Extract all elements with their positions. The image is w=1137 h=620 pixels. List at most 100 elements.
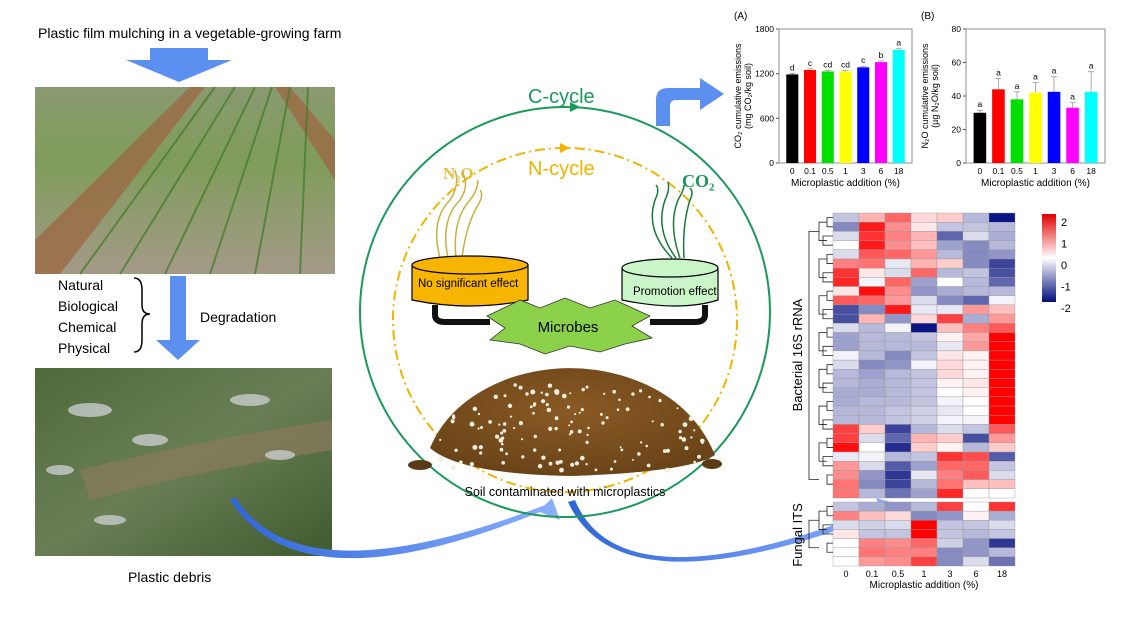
heatmap-cell — [910, 479, 938, 490]
microplastic-particle — [532, 411, 535, 415]
heatmap-cell — [832, 350, 860, 361]
microplastic-particle — [693, 429, 696, 432]
microplastic-particle — [509, 415, 513, 418]
heatmap-cell — [962, 415, 990, 425]
heatmap-cell — [858, 461, 886, 471]
heatmap-cell — [832, 258, 860, 269]
microplastic-particle — [502, 429, 507, 433]
plastic-debris-caption: Plastic debris — [128, 569, 211, 585]
heatmap-cell — [962, 488, 990, 499]
x-tick-label: 18 — [997, 569, 1007, 579]
microplastic-particle — [566, 405, 571, 409]
heatmap-cell — [910, 313, 938, 324]
microplastic-particle — [548, 461, 553, 466]
bacterial-group-label: Bacterial 16S rRNA — [790, 298, 805, 411]
heatmap-cell — [988, 313, 1016, 324]
heatmap-cell — [832, 405, 860, 416]
n-cycle-arrow-icon — [560, 143, 570, 153]
dendrogram-branch — [818, 442, 827, 462]
heatmap-cell — [884, 433, 912, 444]
microplastic-particle — [501, 461, 506, 465]
heatmap-cell — [910, 433, 938, 444]
heatmap-cell — [936, 470, 964, 480]
microplastic-particle — [570, 462, 575, 467]
heatmap-cell — [832, 240, 860, 250]
microplastic-particle — [637, 452, 641, 456]
microplastic-particle — [525, 392, 529, 396]
heatmap-cell — [884, 556, 912, 567]
microplastic-particle — [458, 460, 463, 465]
microplastic-particle — [505, 452, 508, 456]
y-tick-label: 1200 — [755, 69, 774, 79]
x-tick-label: 1 — [843, 166, 848, 176]
heatmap-cell — [936, 286, 964, 296]
x-tick-label: 1 — [1033, 166, 1038, 176]
heatmap-cell — [832, 529, 860, 539]
heatmap-cell — [858, 442, 886, 453]
heatmap-cell — [858, 231, 886, 241]
heatmap-cell — [884, 520, 912, 530]
heatmap-cell — [884, 332, 912, 342]
heatmap-cell — [962, 323, 990, 333]
microplastic-particle — [666, 448, 670, 453]
microplastic-particle — [601, 421, 605, 425]
heatmap-cell — [858, 313, 886, 324]
microplastic-particle — [559, 467, 564, 473]
heatmap-cell — [884, 415, 912, 425]
heatmap-cell — [910, 304, 938, 315]
curved-arrow-icon — [230, 497, 560, 559]
heatmap-cell — [936, 501, 964, 512]
microplastic-particle — [651, 420, 654, 423]
heatmap-cell — [988, 332, 1016, 342]
heatmap-cell — [858, 369, 886, 379]
c-cycle-circle — [359, 106, 771, 518]
heatmap-cell — [858, 501, 886, 512]
heatmap-cell — [936, 313, 964, 324]
heatmap-cell — [962, 387, 990, 398]
microplastic-particle — [577, 429, 582, 434]
x-tick-label: 6 — [1070, 166, 1075, 176]
x-axis-label: Microplastic addition (%) — [981, 178, 1090, 189]
microplastic-particle — [521, 438, 524, 441]
heatmap-cell — [858, 332, 886, 342]
bar — [1010, 99, 1024, 163]
heatmap-cell — [858, 470, 886, 480]
microplastic-particle — [518, 385, 523, 390]
significance-letter: a — [1089, 61, 1094, 71]
heatmap-cell — [936, 451, 964, 462]
heatmap-cell — [884, 488, 912, 499]
microplastic-particle — [499, 447, 504, 452]
heatmap-cell — [936, 378, 964, 388]
heatmap-cell — [936, 387, 964, 398]
microplastic-particle — [537, 464, 543, 469]
microplastic-particle — [660, 423, 664, 427]
microplastic-particle — [594, 468, 598, 472]
microplastic-particle — [533, 448, 537, 452]
heatmap-cell — [858, 304, 886, 315]
heatmap-cell — [962, 369, 990, 379]
heatmap-cell — [858, 479, 886, 490]
c-cycle-label: C-cycle — [528, 86, 595, 108]
microplastic-particle — [454, 448, 458, 452]
heatmap-cell — [988, 350, 1016, 361]
heatmap-cell — [858, 286, 886, 296]
heatmap-cell — [858, 396, 886, 407]
co2-fumes-icon — [651, 181, 693, 259]
panel-label: (A) — [734, 11, 747, 22]
heatmap-cell — [910, 341, 938, 352]
x-tick-label: 0.5 — [892, 569, 905, 579]
heatmap-cell — [962, 212, 990, 223]
heatmap-cell — [988, 424, 1016, 434]
heatmap-cell — [832, 359, 860, 370]
bar — [892, 49, 905, 163]
microplastic-particle — [488, 420, 492, 424]
microplastic-particle — [495, 434, 500, 439]
heatmap-cell — [858, 221, 886, 232]
microplastic-particle — [569, 430, 574, 434]
heatmap-cell — [884, 396, 912, 407]
microbes-label: Microbes — [538, 319, 599, 336]
heatmap-cell — [936, 479, 964, 490]
heatmap-cell — [988, 286, 1016, 296]
y-tick-label: 20 — [952, 125, 962, 135]
heatmap-cell — [884, 501, 912, 512]
